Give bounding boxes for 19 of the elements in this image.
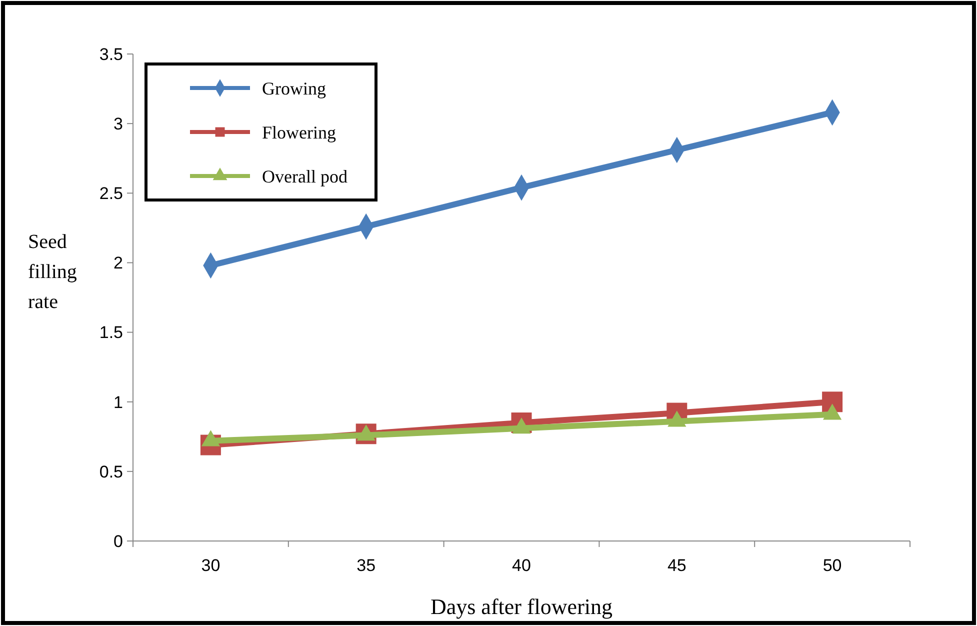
x-tick-label: 40 xyxy=(512,556,531,575)
y-tick-label: 1.5 xyxy=(99,323,123,342)
y-tick-label: 2.5 xyxy=(99,184,123,204)
y-tick-label: 1 xyxy=(114,392,123,412)
y-tick-label: 2 xyxy=(114,254,123,273)
y-axis-title: Seed filling rate xyxy=(28,231,77,313)
x-tick-label: 35 xyxy=(356,556,376,575)
legend-label: Growing xyxy=(262,78,326,98)
point xyxy=(822,392,843,412)
x-axis-title: Days after flowering xyxy=(430,594,613,619)
x-tick-label: 45 xyxy=(667,556,686,575)
legend-label: Flowering xyxy=(262,122,336,142)
legend-label: Overall pod xyxy=(262,166,348,186)
x-tick-label: 30 xyxy=(201,556,220,575)
y-tick-label: 0.5 xyxy=(99,462,123,482)
y-tick-label: 0 xyxy=(114,532,123,551)
y-tick-label: 3.5 xyxy=(99,44,123,64)
x-tick-label: 50 xyxy=(822,556,842,575)
y-tick-label: 3 xyxy=(114,114,123,134)
